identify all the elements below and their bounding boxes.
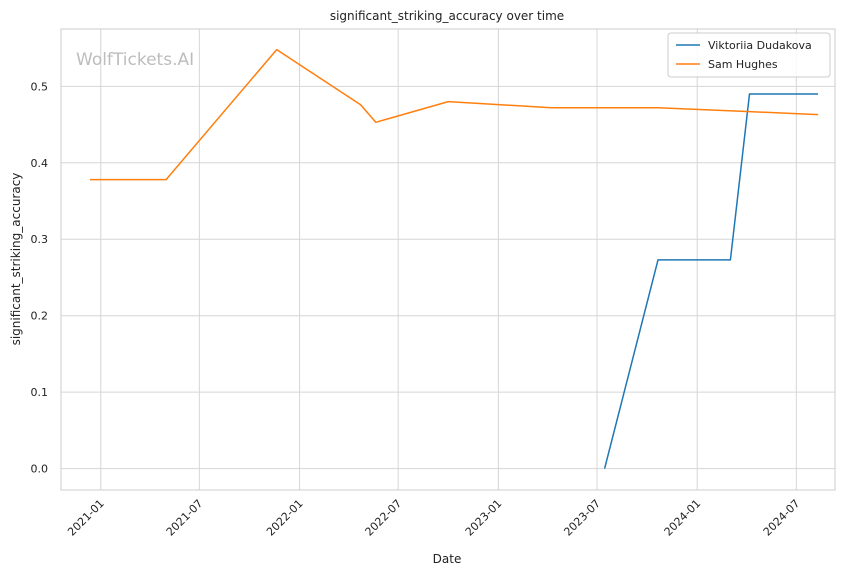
y-tick-label: 0.0 bbox=[31, 463, 49, 476]
y-tick-label: 0.5 bbox=[31, 80, 49, 93]
y-tick-label: 0.1 bbox=[31, 386, 49, 399]
legend-box bbox=[667, 32, 831, 78]
series-layer bbox=[89, 48, 819, 469]
watermark: WolfTickets.AI bbox=[76, 50, 194, 70]
legend-label-sam-hughes: Sam Hughes bbox=[708, 58, 778, 71]
series-line-sam-hughes bbox=[89, 48, 819, 181]
y-tick-label: 0.2 bbox=[31, 310, 49, 323]
x-axis-label: Date bbox=[433, 552, 462, 566]
y-axis-label: significant_striking_accuracy bbox=[9, 173, 23, 346]
plot-frame bbox=[60, 28, 836, 491]
grid bbox=[61, 29, 835, 490]
y-tick-label: 0.3 bbox=[31, 233, 49, 246]
legend-label-viktoriia-dudakova: Viktoriia Dudakova bbox=[708, 39, 812, 52]
chart-title: significant_striking_accuracy over time bbox=[330, 9, 564, 23]
series-line-viktoriia-dudakova bbox=[603, 93, 819, 469]
y-axis-ticks: 0.0 0.1 0.2 0.3 0.4 0.5 bbox=[31, 80, 49, 475]
legend: Viktoriia Dudakova Sam Hughes bbox=[667, 32, 831, 78]
y-tick-label: 0.4 bbox=[31, 157, 49, 170]
